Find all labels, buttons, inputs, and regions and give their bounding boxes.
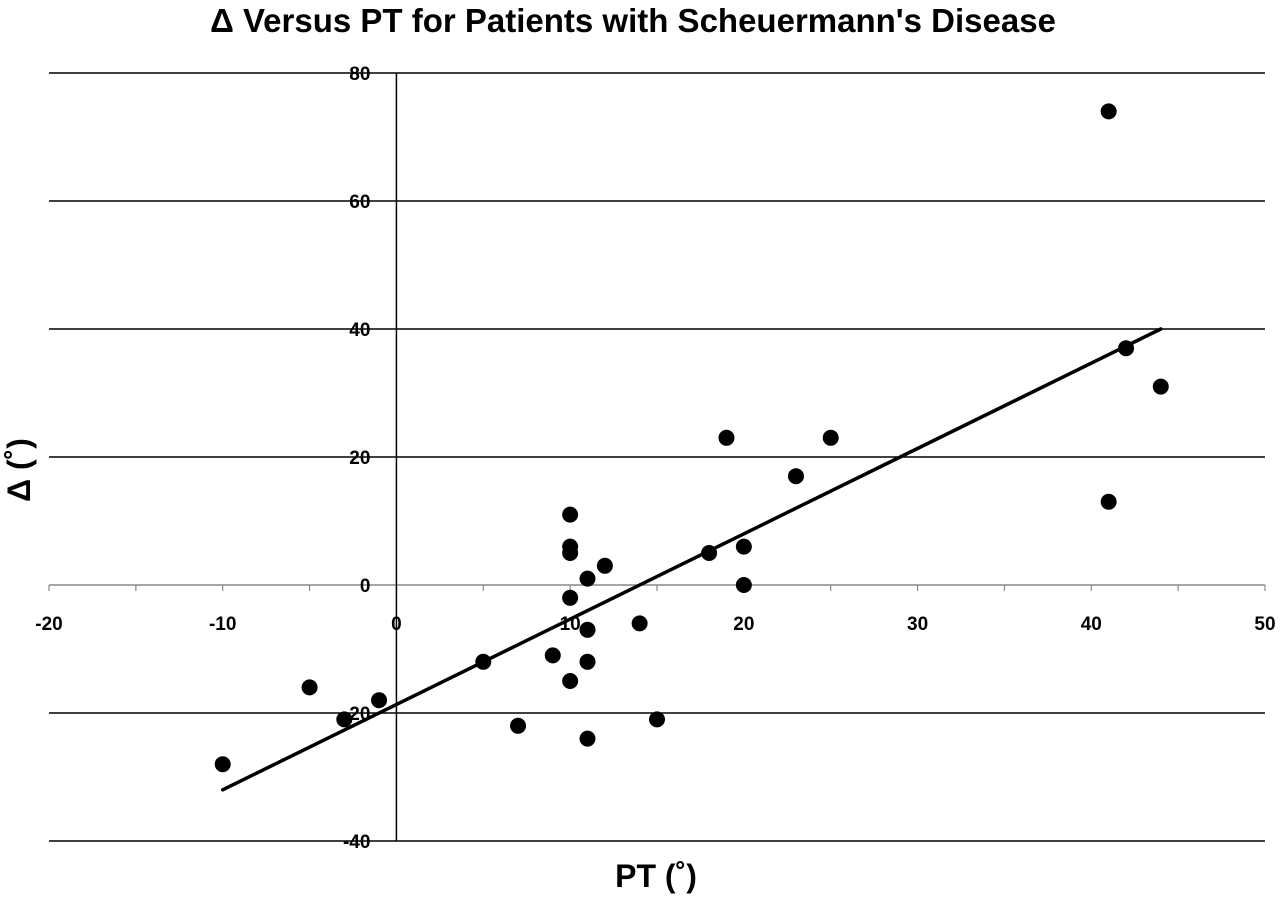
data-point bbox=[1118, 340, 1135, 357]
y-tick-label: 20 bbox=[349, 448, 370, 469]
data-point bbox=[336, 711, 353, 728]
data-point bbox=[579, 653, 596, 670]
x-tick-labels: -20 -10 0 10 20 30 40 50 bbox=[35, 614, 1275, 635]
gridlines bbox=[49, 72, 1265, 842]
data-point bbox=[214, 756, 231, 773]
data-point bbox=[562, 673, 579, 689]
data-point bbox=[631, 615, 648, 632]
x-tick-label: 20 bbox=[733, 614, 754, 635]
data-points bbox=[214, 103, 1169, 773]
y-axis-label: Δ (˚) bbox=[1, 438, 37, 502]
data-point bbox=[301, 679, 318, 696]
data-point bbox=[475, 653, 492, 670]
data-point bbox=[371, 692, 388, 709]
x-tick-label: -10 bbox=[209, 614, 236, 635]
data-point bbox=[649, 711, 665, 728]
x-tick-label: 10 bbox=[560, 614, 581, 635]
data-point bbox=[579, 570, 596, 587]
data-point bbox=[562, 545, 579, 561]
y-tick-label: 40 bbox=[349, 320, 370, 341]
data-point bbox=[596, 557, 613, 574]
data-point bbox=[787, 468, 804, 485]
data-point bbox=[822, 429, 839, 446]
x-tick-label: 50 bbox=[1254, 614, 1275, 635]
data-point bbox=[510, 717, 527, 734]
chart-title: Δ Versus PT for Patients with Scheuerman… bbox=[210, 2, 1056, 39]
data-point bbox=[1100, 493, 1117, 510]
y-tick-label: 80 bbox=[349, 64, 370, 85]
data-point bbox=[735, 538, 752, 555]
data-point bbox=[718, 429, 735, 446]
data-point bbox=[735, 577, 752, 593]
data-point bbox=[544, 647, 561, 664]
trendline-group bbox=[220, 327, 1163, 792]
y-tick-label: -40 bbox=[343, 832, 370, 853]
trendline bbox=[220, 327, 1163, 792]
x-tick-label: -20 bbox=[35, 614, 62, 635]
data-point bbox=[562, 589, 579, 606]
data-point bbox=[579, 730, 596, 747]
x-tick-label: 30 bbox=[907, 614, 928, 635]
data-point bbox=[579, 621, 596, 638]
y-tick-label: 0 bbox=[360, 576, 371, 597]
data-point bbox=[562, 506, 579, 523]
y-tick-label: 60 bbox=[349, 192, 370, 213]
data-point bbox=[1100, 103, 1117, 120]
x-axis-label: PT (˚) bbox=[615, 858, 697, 894]
x-tick-label: 40 bbox=[1081, 614, 1102, 635]
data-point bbox=[701, 545, 718, 561]
data-point bbox=[1152, 378, 1169, 395]
x-tick-label: 0 bbox=[391, 614, 402, 635]
